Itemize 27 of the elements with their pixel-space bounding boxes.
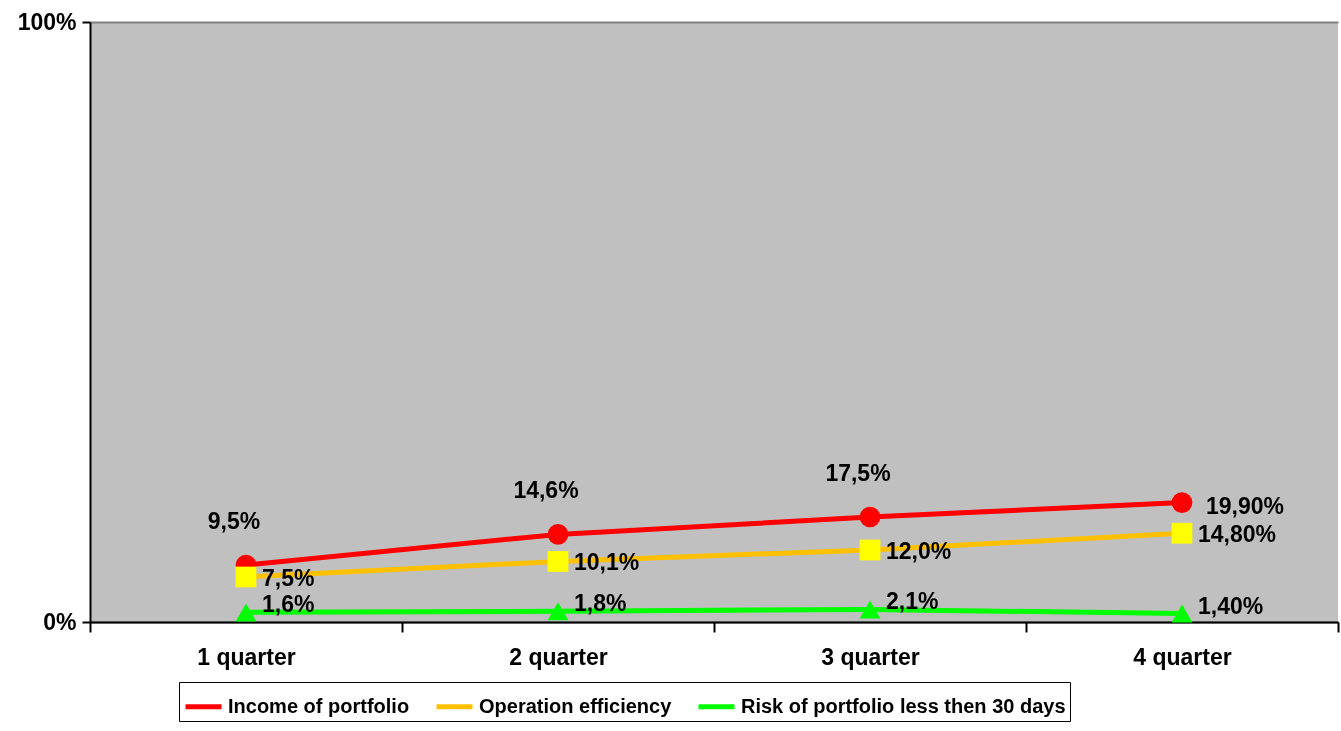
point [547,602,569,621]
x-tick-label: 1 quarter [197,643,296,670]
point [235,566,257,588]
x-tick-label: 3 quarter [821,643,920,670]
legend-label: Operation efficiency [479,694,673,717]
y-tick-label: 100% [17,8,77,35]
point [547,551,569,572]
legend-label: Income of portfolio [228,694,410,717]
data-label: 14,6% [513,477,579,504]
data-label: 14,80% [1198,521,1277,548]
point [1171,522,1193,544]
data-label: 1,40% [1198,592,1264,619]
x-tick-label: 2 quarter [509,643,608,670]
data-label: 2,1% [886,588,939,615]
data-label: 19,90% [1206,492,1285,519]
data-label: 9,5% [207,508,261,534]
legend-label: Risk of portfolio less then 30 days [741,694,1066,717]
point [859,506,881,528]
point [1171,492,1193,513]
point [859,539,881,561]
x-tick-label: 4 quarter [1133,643,1232,670]
y-tick-label: 0% [43,608,77,635]
point [859,600,881,619]
point [235,603,257,622]
data-label: 17,5% [825,460,891,486]
point [1171,604,1193,623]
point [547,524,569,545]
